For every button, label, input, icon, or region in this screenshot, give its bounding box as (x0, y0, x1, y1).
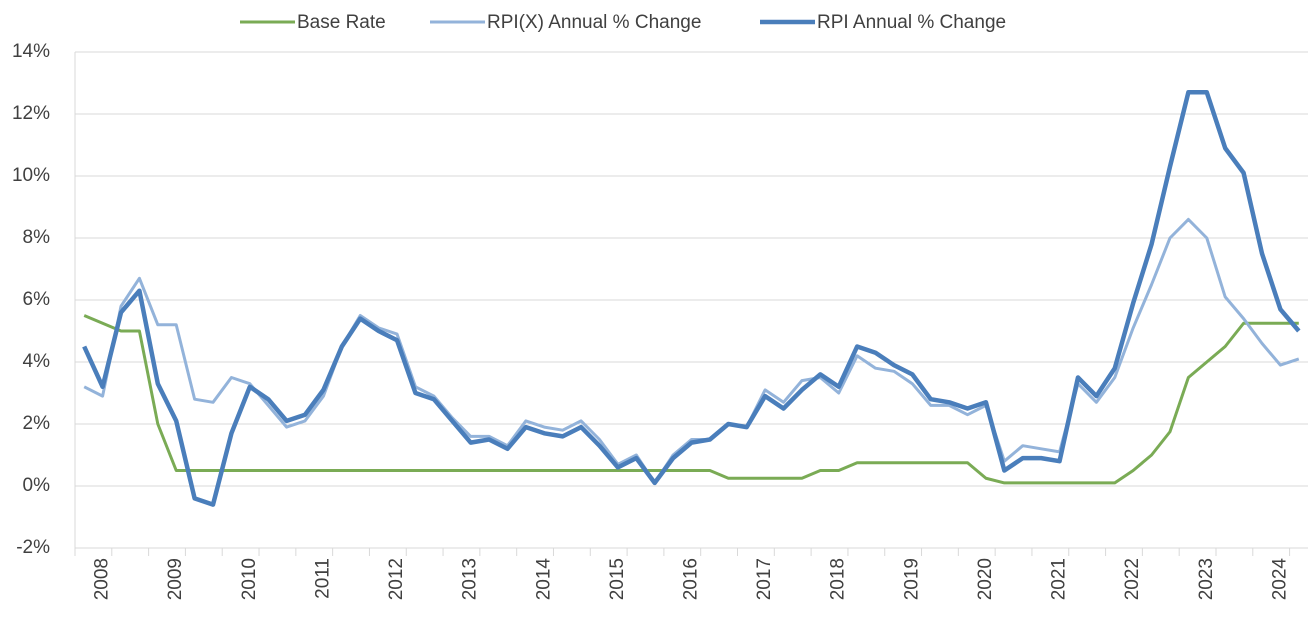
x-tick-label: 2013 (460, 558, 481, 600)
y-tick-label: 8% (23, 227, 51, 248)
series-line (83, 217, 1300, 485)
x-tick-label: 2009 (165, 558, 186, 600)
x-tick-label: 2008 (92, 558, 113, 600)
y-tick-label: 6% (23, 289, 51, 310)
y-tick-label: 12% (12, 103, 50, 124)
legend-label: RPI Annual % Change (817, 12, 1006, 33)
legend-label: Base Rate (297, 12, 386, 33)
x-tick-label: 2018 (828, 558, 849, 600)
x-tick-label: 2024 (1269, 558, 1290, 601)
x-tick-label: 2020 (975, 558, 996, 600)
series-line (83, 314, 1299, 485)
x-tick-label: 2023 (1196, 558, 1217, 600)
y-tick-label: 4% (23, 351, 51, 372)
x-tick-label: 2015 (607, 558, 628, 600)
x-tick-label: 2016 (681, 558, 702, 600)
x-tick-label: 2012 (386, 558, 407, 600)
y-tick-label: 0% (23, 475, 51, 496)
legend-label: RPI(X) Annual % Change (487, 12, 701, 33)
y-tick-label: -2% (16, 537, 50, 558)
y-tick-label: 14% (12, 41, 50, 62)
y-tick-label: 2% (23, 413, 51, 434)
x-tick-label: 2022 (1122, 558, 1143, 600)
y-tick-label: 10% (12, 165, 50, 186)
x-tick-label: 2017 (754, 558, 775, 600)
x-tick-label: 2010 (239, 558, 260, 600)
series-line (82, 90, 1301, 507)
x-tick-label: 2019 (901, 558, 922, 600)
x-tick-label: 2014 (533, 558, 554, 601)
x-tick-label: 2021 (1049, 558, 1070, 600)
x-tick-label: 2011 (312, 558, 333, 599)
